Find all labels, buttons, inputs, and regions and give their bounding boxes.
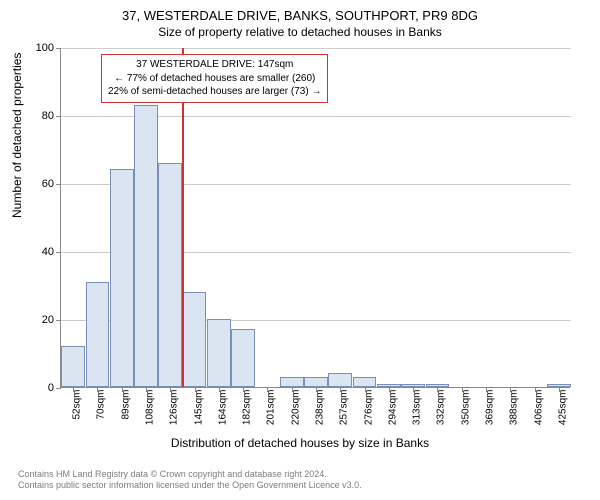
bar [61,346,85,387]
footer-line-1: Contains HM Land Registry data © Crown c… [18,469,362,481]
xtick-label: 89sqm [120,390,131,420]
xtick-label: 257sqm [339,390,350,426]
xtick-label: 294sqm [387,390,398,426]
xtick-label: 406sqm [533,390,544,426]
xtick-label: 52sqm [72,390,83,420]
info-box: 37 WESTERDALE DRIVE: 147sqm← 77% of deta… [101,54,328,103]
xtick-label: 238sqm [315,390,326,426]
ytick-label: 80 [42,110,54,122]
info-box-line: 22% of semi-detached houses are larger (… [108,85,321,99]
bar [231,329,255,387]
xtick-label: 70sqm [96,390,107,420]
xtick-label: 332sqm [436,390,447,426]
ytick-mark [56,320,61,321]
footer: Contains HM Land Registry data © Crown c… [18,469,362,492]
ytick-label: 40 [42,246,54,258]
ytick-mark [56,252,61,253]
x-axis-label: Distribution of detached houses by size … [0,436,600,450]
bar [110,169,134,387]
y-axis-label: Number of detached properties [10,53,24,218]
title-sub: Size of property relative to detached ho… [0,23,600,39]
gridline [61,48,571,49]
ytick-label: 0 [48,382,54,394]
xtick-label: 108sqm [145,390,156,426]
bar [207,319,231,387]
xtick-label: 313sqm [412,390,423,426]
xtick-label: 182sqm [242,390,253,426]
bar [183,292,207,387]
title-main: 37, WESTERDALE DRIVE, BANKS, SOUTHPORT, … [0,0,600,23]
chart-area: 02040608010052sqm70sqm89sqm108sqm126sqm1… [60,48,570,388]
ytick-mark [56,116,61,117]
ytick-label: 20 [42,314,54,326]
bar [353,377,377,387]
info-box-line: ← 77% of detached houses are smaller (26… [108,72,321,86]
bar [328,373,352,387]
ytick-mark [56,388,61,389]
ytick-label: 60 [42,178,54,190]
xtick-label: 369sqm [485,390,496,426]
ytick-mark [56,48,61,49]
bar [280,377,304,387]
xtick-label: 350sqm [460,390,471,426]
bar [158,163,182,387]
ytick-mark [56,184,61,185]
xtick-label: 164sqm [217,390,228,426]
info-box-line: 37 WESTERDALE DRIVE: 147sqm [108,58,321,72]
bar [304,377,328,387]
xtick-label: 126sqm [169,390,180,426]
xtick-label: 276sqm [363,390,374,426]
bar [86,282,110,387]
bar [134,105,158,387]
xtick-label: 388sqm [509,390,520,426]
footer-line-2: Contains public sector information licen… [18,480,362,492]
ytick-label: 100 [36,42,54,54]
xtick-label: 425sqm [557,390,568,426]
plot: 02040608010052sqm70sqm89sqm108sqm126sqm1… [60,48,570,388]
xtick-label: 145sqm [193,390,204,426]
xtick-label: 220sqm [290,390,301,426]
xtick-label: 201sqm [266,390,277,426]
